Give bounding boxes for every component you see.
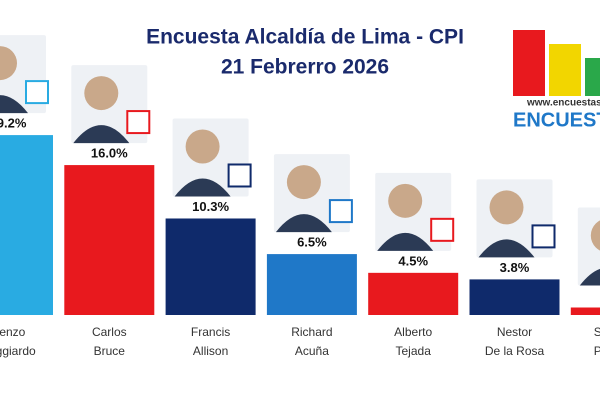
party-logo	[25, 80, 49, 105]
chart-subtitle: 21 Febrerro 2026	[221, 56, 389, 79]
photo-body	[73, 125, 130, 144]
bar	[64, 165, 155, 315]
bar	[469, 279, 560, 315]
photo-head	[185, 129, 220, 164]
candidate-photo	[375, 172, 455, 251]
candidate-photo	[476, 179, 556, 258]
bar	[266, 254, 357, 315]
photo-head	[388, 183, 423, 218]
photo-body	[275, 214, 332, 233]
logo: www.encuestas ENCUESTAS	[513, 30, 600, 131]
photo-body	[478, 239, 535, 258]
logo-block	[549, 44, 581, 96]
candidate-photo	[273, 154, 353, 233]
x-tick-label: Richard	[291, 325, 332, 339]
x-tick-label: Tejada	[396, 344, 432, 358]
value-label: 4.5%	[398, 253, 428, 268]
x-tick-label: Pa	[594, 344, 600, 358]
x-tick-label: Alberto	[394, 325, 432, 339]
party-logo	[227, 163, 252, 188]
x-tick-label: Nestor	[497, 325, 532, 339]
x-tick-label: Reggiardo	[0, 344, 36, 358]
x-tick-label: Bruce	[94, 344, 126, 358]
candidate-photo	[577, 207, 600, 286]
photo-body	[174, 178, 231, 197]
bar	[570, 307, 600, 315]
value-label: 16.0%	[91, 146, 128, 161]
logo-name: ENCUESTAS	[513, 109, 600, 131]
photo-head	[84, 76, 119, 111]
x-tick-label: Renzo	[0, 325, 26, 339]
photo-body	[0, 95, 28, 114]
logo-url: www.encuestas	[526, 98, 600, 109]
party-logo	[126, 110, 151, 135]
candidate-photo	[172, 118, 252, 197]
bar	[0, 135, 53, 315]
x-tick-label: Francis	[191, 325, 230, 339]
x-tick-label: De la Rosa	[485, 344, 545, 358]
candidate-photo	[0, 35, 49, 114]
candidate-photo	[71, 65, 151, 144]
logo-block	[585, 58, 600, 96]
photo-body	[377, 232, 434, 251]
value-label: 6.5%	[297, 235, 327, 250]
x-tick-label: Acuña	[295, 344, 329, 358]
bar	[368, 272, 459, 315]
value-label: 19.2%	[0, 116, 27, 131]
photo-head	[590, 220, 600, 251]
party-logo	[328, 199, 353, 224]
value-label: 10.3%	[192, 199, 229, 214]
party-logo	[430, 217, 455, 242]
chart-title: Encuesta Alcaldía de Lima - CPI	[146, 26, 464, 49]
x-tick-label: S	[594, 325, 600, 339]
bar	[165, 218, 256, 315]
value-label: 3.8%	[500, 260, 530, 275]
photo-body	[579, 269, 600, 286]
photo-head	[489, 190, 524, 225]
party-logo	[531, 224, 556, 249]
photo-head	[0, 46, 17, 81]
photo-head	[286, 165, 321, 200]
x-tick-label: Allison	[193, 344, 228, 358]
x-tick-label: Carlos	[92, 325, 127, 339]
logo-block	[513, 30, 545, 96]
